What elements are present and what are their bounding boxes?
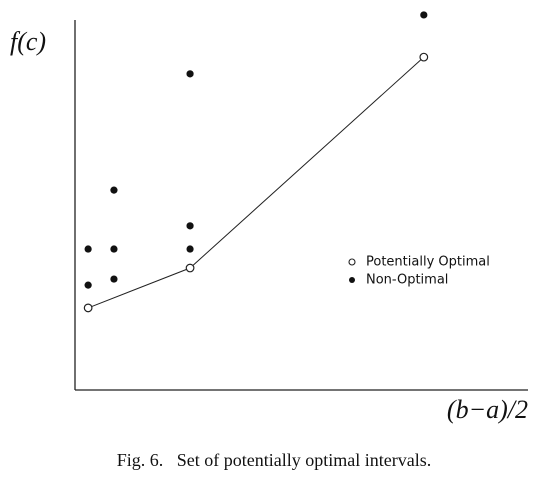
filled-point bbox=[110, 275, 118, 283]
filled-point bbox=[110, 245, 118, 253]
legend-marker bbox=[349, 277, 355, 283]
open-point bbox=[419, 52, 429, 62]
y-axis-label: f(c) bbox=[10, 27, 46, 56]
filled-point bbox=[186, 70, 194, 78]
filled-point bbox=[110, 186, 118, 194]
filled-point bbox=[186, 222, 194, 230]
series-line bbox=[87, 56, 425, 309]
open-point bbox=[83, 303, 93, 313]
filled-point bbox=[84, 281, 92, 289]
legend-label: Non-Optimal bbox=[366, 273, 448, 288]
filled-point bbox=[84, 245, 92, 253]
legend-marker bbox=[348, 258, 356, 266]
open-point bbox=[185, 263, 195, 273]
filled-point bbox=[420, 11, 428, 19]
caption: Fig. 6. Set of potentially optimal inter… bbox=[117, 450, 431, 470]
x-axis-label: (b−a)/2 bbox=[447, 395, 528, 424]
filled-point bbox=[186, 245, 194, 253]
legend-label: Potentially Optimal bbox=[366, 255, 490, 270]
